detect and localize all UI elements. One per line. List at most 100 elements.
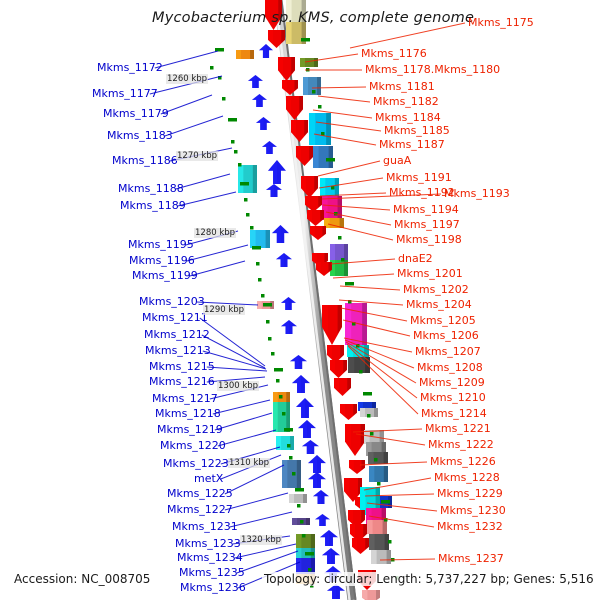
gene-box[interactable] [320,178,339,200]
gene-label[interactable]: Mkms_1205 [410,314,476,327]
gene-label[interactable]: Mkms_1222 [428,438,494,451]
gene-label[interactable]: Mkms_1215 [149,360,215,373]
gene-box[interactable] [345,303,367,345]
gene-label[interactable]: Mkms_1234 [177,551,243,564]
gene-label[interactable]: Mkms_1195 [128,238,194,251]
gene-arrow[interactable] [272,225,289,243]
gene-arrow[interactable] [256,117,271,130]
gene-label[interactable]: Mkms_1206 [413,329,479,342]
gene-arrow[interactable] [292,375,310,393]
gene-label[interactable]: Mkms_1185 [384,124,450,137]
gene-box[interactable] [313,146,333,168]
gene-label[interactable]: Mkms_1232 [437,520,503,533]
gene-box[interactable] [368,452,388,464]
gene-label[interactable]: Mkms_1221 [425,422,491,435]
gene-label[interactable]: Mkms_1228 [434,471,500,484]
gene-label[interactable]: Mkms_1183 [107,129,173,142]
gene-arrow[interactable] [348,510,365,528]
gene-label[interactable]: Mkms_1182 [373,95,439,108]
gene-arrow[interactable] [327,345,344,363]
gene-label[interactable]: Mkms_1192 [389,186,455,199]
gene-label[interactable]: dnaE2 [398,252,433,265]
gene-arrow[interactable] [308,472,326,488]
gene-label[interactable]: Mkms_1178.Mkms_1180 [365,63,501,76]
gene-arrow[interactable] [286,96,303,120]
gene-label[interactable]: Mkms_1237 [438,552,504,565]
gene-arrow[interactable] [322,548,340,564]
gene-label[interactable]: Mkms_1207 [415,345,481,358]
gene-box[interactable] [236,50,254,59]
gene-box[interactable] [369,466,388,482]
gene-arrow[interactable] [308,455,326,473]
gene-box[interactable] [296,534,315,550]
gene-label[interactable]: Mkms_1226 [430,455,496,468]
gene-arrow[interactable] [265,0,282,30]
gene-arrow[interactable] [281,320,297,334]
gene-label[interactable]: Mkms_1177 [92,87,158,100]
gene-arrow[interactable] [344,478,362,502]
gene-label[interactable]: Mkms_1210 [420,391,486,404]
gene-label[interactable]: Mkms_1204 [406,298,472,311]
gene-box[interactable] [369,534,389,550]
gene-label[interactable]: Mkms_1187 [379,138,445,151]
gene-box[interactable] [322,196,342,220]
gene-label[interactable]: Mkms_1181 [369,80,435,93]
gene-label[interactable]: Mkms_1217 [152,392,218,405]
gene-arrow[interactable] [305,196,322,212]
gene-box[interactable] [330,244,348,262]
gene-box[interactable] [324,218,344,228]
gene-label[interactable]: Mkms_1230 [440,504,506,517]
gene-arrow[interactable] [316,262,332,276]
gene-label[interactable]: Mkms_1186 [112,154,178,167]
gene-label[interactable]: Mkms_1212 [144,328,210,341]
gene-label[interactable]: Mkms_1236 [180,581,246,594]
gene-arrow[interactable] [315,514,330,526]
gene-label[interactable]: Mkms_1208 [417,361,483,374]
gene-label[interactable]: Mkms_1219 [157,423,223,436]
gene-label[interactable]: Mkms_1198 [396,233,462,246]
gene-label[interactable]: Mkms_1194 [393,203,459,216]
gene-box[interactable] [238,165,257,193]
gene-arrow[interactable] [282,80,298,95]
gene-arrow[interactable] [298,420,316,438]
gene-label[interactable]: Mkms_1231 [172,520,238,533]
gene-label[interactable]: Mkms_1196 [129,254,195,267]
gene-label[interactable]: Mkms_1214 [421,407,487,420]
gene-label[interactable]: Mkms_1176 [361,47,427,60]
gene-label[interactable]: Mkms_1211 [142,311,208,324]
gene-arrow[interactable] [301,176,318,198]
gene-arrow[interactable] [291,120,308,142]
gene-box[interactable] [286,0,306,22]
gene-arrow[interactable] [268,160,286,184]
gene-box[interactable] [303,77,321,95]
gene-arrow[interactable] [248,75,263,88]
gene-arrow[interactable] [259,44,273,58]
gene-arrow[interactable] [349,460,365,474]
gene-label[interactable]: Mkms_1216 [149,375,215,388]
gene-label[interactable]: Mkms_1189 [120,199,186,212]
gene-arrow[interactable] [352,538,369,554]
gene-arrow[interactable] [268,30,285,48]
gene-label[interactable]: metX [194,472,224,485]
gene-box[interactable] [300,58,318,67]
gene-box[interactable] [309,113,331,145]
gene-box[interactable] [273,402,290,432]
gene-arrow[interactable] [327,584,345,599]
gene-label[interactable]: Mkms_1191 [386,171,452,184]
gene-label[interactable]: Mkms_1199 [132,269,198,282]
gene-arrow[interactable] [296,398,314,418]
gene-arrow[interactable] [307,210,324,226]
gene-label[interactable]: Mkms_1197 [394,218,460,231]
gene-arrow[interactable] [262,141,277,154]
gene-label[interactable]: Mkms_1227 [167,503,233,516]
gene-box[interactable] [289,494,307,503]
gene-arrow[interactable] [313,490,329,504]
gene-arrow[interactable] [330,360,347,378]
gene-box[interactable] [367,520,387,534]
gene-label[interactable]: Mkms_1188 [118,182,184,195]
gene-label[interactable]: Mkms_1193 [444,187,510,200]
gene-box[interactable] [250,230,270,248]
gene-arrow[interactable] [266,184,282,197]
gene-arrow[interactable] [340,404,357,420]
